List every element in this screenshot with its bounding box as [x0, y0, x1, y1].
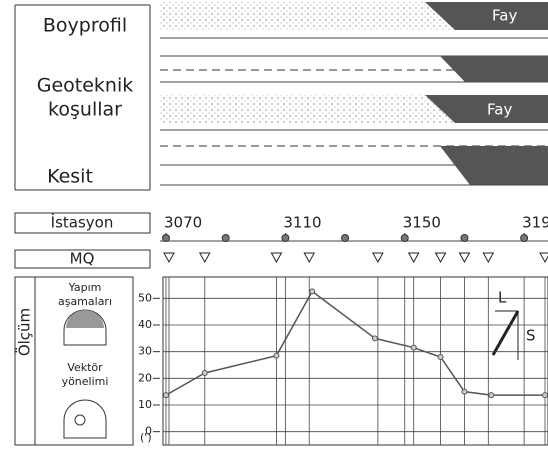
data-point — [309, 288, 316, 295]
mq-marker — [482, 252, 495, 264]
station-point — [520, 234, 529, 242]
chart-layer: 0 10 20 30 40 50 3070 3110 3150 3190 — [138, 214, 548, 445]
data-point — [410, 344, 417, 351]
mq-marker — [372, 252, 384, 264]
label: aşamaları — [58, 295, 112, 308]
mq-marker — [407, 252, 420, 264]
vector-label: L — [498, 289, 507, 307]
label: Geoteknik — [37, 75, 134, 97]
fault-label: Fay — [487, 101, 512, 119]
arrow — [491, 310, 520, 356]
y-tick-label: 10 — [138, 398, 152, 411]
mq-marker — [270, 252, 283, 264]
fault — [425, 2, 548, 30]
band — [160, 2, 460, 30]
label: Vektör — [67, 361, 103, 374]
data-point — [162, 392, 169, 399]
x-tick-label: 3070 — [164, 214, 202, 232]
fault — [440, 146, 548, 185]
fault — [425, 95, 548, 123]
row-box — [14, 249, 151, 269]
mq-marker — [163, 252, 175, 264]
vertical-label: Ölçüm — [15, 308, 34, 356]
data-point — [488, 392, 495, 399]
data-point — [461, 388, 468, 395]
mq-marker — [458, 252, 471, 264]
station-point — [460, 234, 469, 242]
y-tick-label: 0 — [145, 425, 152, 438]
data-point — [437, 354, 444, 360]
icon — [74, 414, 86, 426]
fault — [440, 56, 548, 82]
row-label: İstasyon — [51, 213, 114, 232]
label: koşullar — [48, 99, 122, 121]
mq-marker — [539, 252, 548, 264]
tunnel-icon — [66, 310, 104, 328]
label-box — [14, 4, 151, 191]
station-point — [221, 234, 230, 242]
station-point — [341, 234, 350, 242]
label: Boyprofil — [43, 15, 127, 37]
y-tick-label: 50 — [138, 291, 152, 304]
row-box — [14, 212, 151, 234]
data-point — [201, 370, 208, 376]
fault-label: Fay — [492, 7, 517, 25]
station-point — [400, 234, 409, 242]
panel-box — [14, 276, 134, 446]
y-tick-label: 20 — [138, 371, 152, 384]
y-unit: (') — [140, 431, 152, 444]
mq-marker — [434, 252, 447, 264]
data-point — [542, 392, 548, 399]
data-point — [273, 352, 280, 359]
vector-label: S — [526, 327, 536, 345]
data-line — [165, 290, 546, 396]
y-tick-label: 30 — [138, 345, 152, 358]
y-tick-label: 40 — [138, 318, 152, 331]
row-label: MQ — [70, 250, 95, 268]
mq-marker — [198, 252, 211, 264]
label: Kesit — [47, 166, 93, 188]
plot-frame — [162, 276, 548, 446]
data-point — [371, 335, 378, 342]
x-tick-label: 3150 — [403, 214, 441, 232]
label: yönelimi — [62, 375, 109, 388]
station-point — [281, 234, 290, 242]
x-tick-label: 3190 — [522, 214, 548, 232]
station-point — [161, 234, 170, 242]
band — [160, 95, 460, 123]
x-tick-label: 3110 — [283, 214, 321, 232]
label: Yapım — [68, 281, 102, 294]
mq-marker — [303, 252, 316, 264]
